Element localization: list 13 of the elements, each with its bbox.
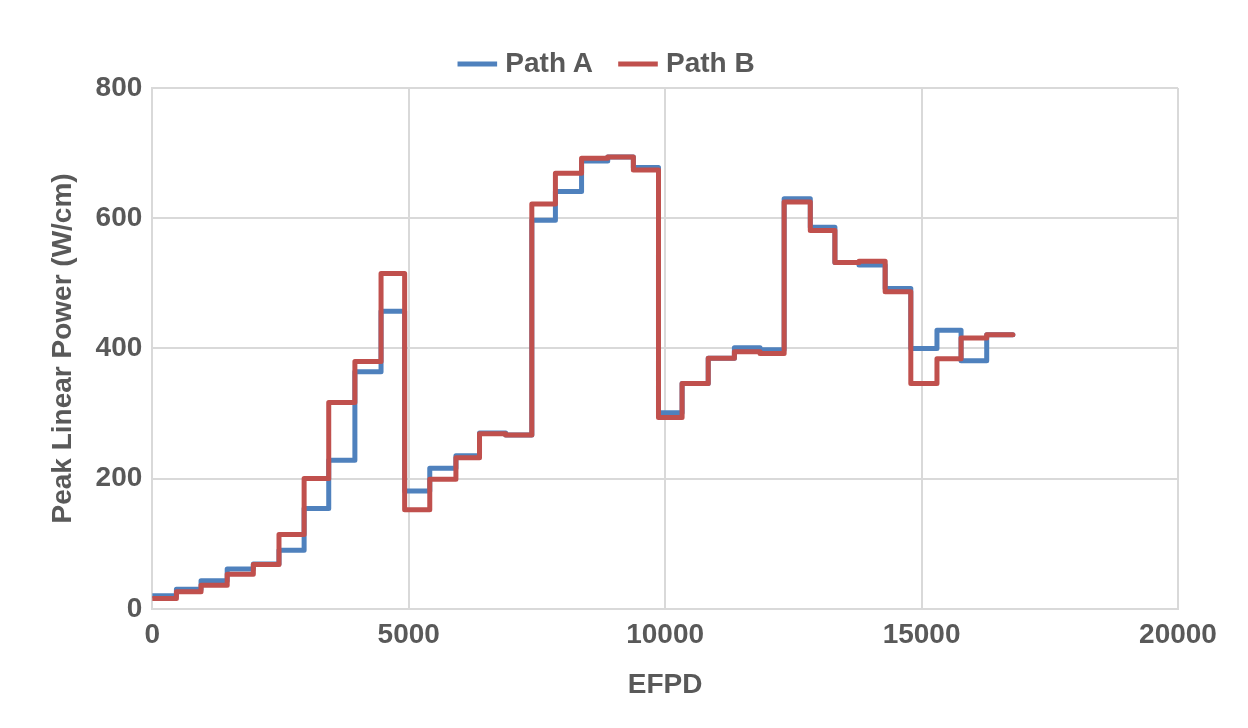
y-tick-label: 800 (95, 70, 143, 102)
legend-label: Path A (505, 46, 593, 78)
x-axis-title: EFPD (627, 667, 703, 699)
y-tick-label: 400 (95, 331, 143, 363)
y-tick-label: 0 (126, 591, 143, 623)
y-tick-label: 200 (95, 461, 143, 493)
x-tick-label: 10000 (626, 618, 705, 650)
x-tick-label: 20000 (1139, 618, 1217, 650)
y-axis-title: Peak Linear Power (W/cm) (45, 173, 77, 524)
x-tick-label: 5000 (377, 618, 440, 650)
legend-label: Path B (666, 46, 755, 78)
x-tick-label: 15000 (882, 618, 961, 650)
y-tick-label: 600 (95, 200, 143, 232)
